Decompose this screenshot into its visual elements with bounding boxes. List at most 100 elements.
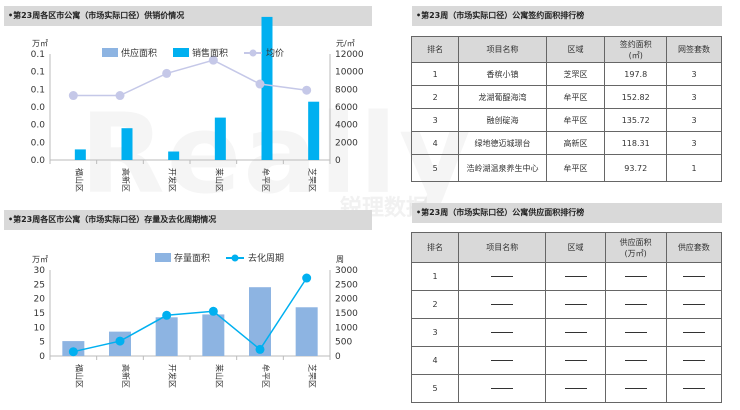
point-均价 [115, 91, 125, 101]
cell-area [604, 290, 667, 319]
cell-units [665, 262, 723, 291]
point-去化周期 [162, 310, 172, 320]
legend-label: 供应面积 [121, 47, 157, 59]
cell-area [604, 374, 667, 403]
supply-ranking-table: 排名 项目名称 区域 供应面积 (万㎡) 供应套数 1 2 3 4 5 [410, 232, 723, 403]
y-axis-left-unit: 万㎡ [32, 39, 48, 48]
cell-project [458, 374, 547, 403]
chart-stock-cycle: 0 5 10 15 20 25 30 0 500 1000 1500 2000 2500 3000 万㎡ 周福… [0, 232, 380, 408]
cell-region: 高新区 [545, 131, 606, 155]
cell-units [665, 346, 723, 375]
y-tick-label-right: 12000 [335, 50, 364, 60]
section-title-supply-ranking: •第23周（市场实际口径）公寓供应面积排行榜 [412, 203, 722, 223]
y-tick-label-right: 2500 [335, 280, 358, 290]
legend-label: 存量面积 [174, 252, 210, 264]
point-均价 [208, 55, 218, 65]
y-axis-right-unit: 元/㎡ [336, 39, 355, 48]
cell-units: 3 [666, 62, 722, 86]
x-tick-label: 高新区 [121, 364, 131, 388]
y-tick-label-left: 30 [34, 266, 46, 276]
table-row: 2 [410, 290, 723, 319]
cell-area: 152.82 [604, 85, 668, 109]
cell-region: 牟平区 [545, 108, 606, 132]
cell-units: 1 [666, 154, 722, 182]
table-row: 5 浩岭湖温泉养生中心 牟平区 93.72 1 [410, 154, 722, 182]
y-tick-label-left: 0.1 [31, 68, 45, 78]
point-均价 [68, 91, 78, 101]
cell-region: 牟平区 [545, 85, 606, 109]
point-去化周期 [255, 344, 265, 354]
legend-swatch [155, 253, 171, 262]
cell-project: 浩岭湖温泉养生中心 [458, 154, 547, 182]
y-tick-label-right: 1500 [335, 309, 358, 319]
header-rank: 排名 [410, 36, 460, 63]
cell-rank: 1 [410, 62, 460, 86]
cell-region: 芝罘区 [545, 62, 606, 86]
cell-region [545, 346, 606, 375]
point-均价 [302, 85, 312, 95]
table-row: 4 绿地德迈城璟台 高新区 118.31 3 [410, 131, 722, 155]
header-project: 项目名称 [458, 232, 547, 263]
legend-label: 均价 [266, 47, 284, 59]
y-tick-label-left: 5 [39, 338, 45, 348]
cell-project [458, 290, 547, 319]
table-row: 3 [410, 318, 723, 347]
legend-marker [231, 254, 239, 262]
y-tick-label-left: 0.0 [31, 103, 46, 113]
y-tick-label-left: 25 [34, 280, 45, 290]
cell-region [545, 318, 606, 347]
bar-销售面积 [168, 151, 180, 160]
y-tick-label-left: 0.0 [31, 121, 46, 131]
cell-area [604, 262, 667, 291]
legend-label: 销售面积 [192, 47, 228, 59]
y-tick-label-left: 0.1 [31, 50, 45, 60]
x-tick-label: 福山区 [74, 364, 84, 388]
x-tick-label: 牟平区 [261, 364, 271, 388]
table-row: 1 香槟小镇 芝罘区 197.8 3 [410, 62, 722, 86]
x-tick-label: 开发区 [168, 168, 178, 192]
header-supply-area: 供应面积 (万㎡) [604, 232, 667, 263]
bar-销售面积 [74, 149, 86, 160]
table-row: 5 [410, 374, 723, 403]
cell-project [458, 262, 547, 291]
point-均价 [162, 68, 172, 78]
bar-销售面积 [308, 101, 320, 160]
x-tick-label: 莱山区 [214, 364, 224, 388]
cell-units [665, 290, 723, 319]
y-tick-label-right: 4000 [335, 121, 358, 131]
cell-area: 135.72 [604, 108, 668, 132]
cell-project: 龙湖葡醍海湾 [458, 85, 547, 109]
sign-ranking-table: 排名 项目名称 区域 签约面积 (㎡) 网签套数 1 香槟小镇 芝罘区 197.… [410, 36, 722, 182]
line-均价 [73, 59, 307, 97]
y-tick-label-right: 0 [335, 352, 341, 362]
x-tick-label: 莱山区 [214, 168, 224, 192]
y-tick-label-left: 20 [34, 295, 46, 305]
y-tick-label-right: 6000 [335, 103, 358, 113]
cell-rank: 3 [410, 108, 460, 132]
cell-area: 118.31 [604, 131, 668, 155]
y-tick-label-left: 0.0 [31, 138, 46, 148]
legend-swatch [173, 48, 189, 57]
bar-销售面积 [214, 117, 226, 160]
x-tick-label: 福山区 [74, 168, 84, 192]
y-tick-label-left: 10 [34, 323, 46, 333]
cell-rank: 4 [410, 346, 460, 375]
x-tick-label: 牟平区 [261, 168, 271, 192]
header-supply-units: 供应套数 [665, 232, 723, 263]
cell-rank: 3 [410, 318, 460, 347]
bar-存量面积 [155, 317, 178, 356]
cell-region: 牟平区 [545, 154, 606, 182]
section-title-sign-ranking: •第23周（市场实际口径）公寓签约面积排行榜 [412, 6, 722, 26]
cell-rank: 5 [410, 374, 460, 403]
y-tick-label-right: 500 [335, 338, 352, 348]
point-去化周期 [302, 273, 312, 283]
bar-存量面积 [202, 314, 225, 356]
x-tick-label: 芝罘区 [308, 364, 318, 388]
table-row: 3 融创碇海 牟平区 135.72 3 [410, 108, 722, 132]
cell-units: 3 [666, 131, 722, 155]
point-去化周期 [208, 306, 218, 316]
cell-units [665, 318, 723, 347]
y-tick-label-right: 2000 [335, 138, 358, 148]
cell-project: 香槟小镇 [458, 62, 547, 86]
cell-area [604, 318, 667, 347]
